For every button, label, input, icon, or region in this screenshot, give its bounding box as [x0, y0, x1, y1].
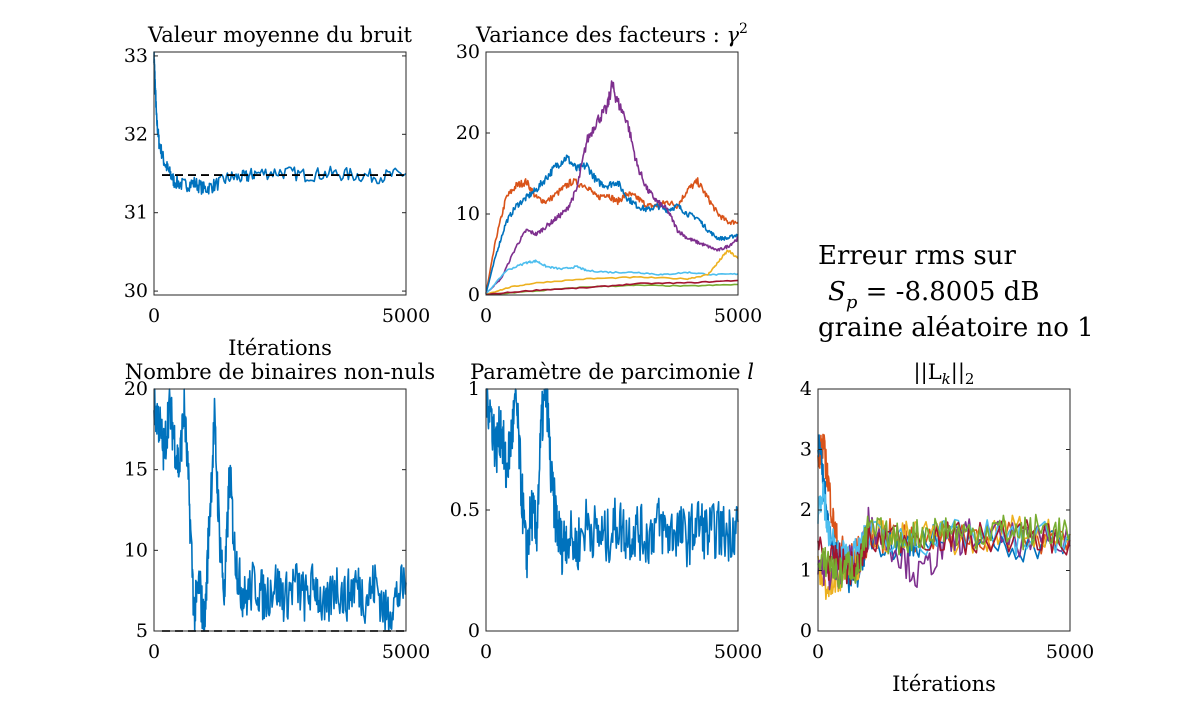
- chart-title: Paramètre de parcimonie l: [470, 360, 754, 384]
- title-text: Variance des facteurs :: [475, 23, 726, 47]
- title-part: ||: [951, 360, 965, 385]
- x-tick-label: 5000: [714, 641, 762, 663]
- y-tick-label: 3: [800, 439, 812, 461]
- series-line-blue: [485, 154, 739, 294]
- chart-title: ||Lk||2: [914, 360, 975, 388]
- title-symbol: l: [747, 360, 754, 384]
- x-tick-label: 5000: [1046, 641, 1094, 663]
- y-tick-label: 30: [124, 280, 148, 302]
- series-line-blue: [153, 388, 407, 632]
- plot-area: [818, 389, 1070, 631]
- series-line-yellow: [485, 249, 739, 296]
- title-sup: 2: [739, 21, 748, 37]
- plot-area: [486, 389, 738, 631]
- y-tick-label: 1: [800, 560, 812, 582]
- series-line-cyan: [485, 259, 739, 295]
- x-tick-label: 0: [480, 305, 492, 327]
- title-part: ||L: [914, 360, 942, 385]
- y-tick-label: 10: [456, 203, 480, 225]
- y-tick-label: 20: [456, 122, 480, 144]
- axes-frame: [485, 51, 739, 296]
- x-tick-label: 0: [148, 641, 160, 663]
- y-tick-label: 15: [124, 459, 148, 481]
- annotation-line2: Sp = -8.8005 dB: [828, 277, 1039, 313]
- sp-value: = -8.8005 dB: [857, 277, 1039, 307]
- series-line-blue: [485, 388, 739, 579]
- x-tick-label: 0: [480, 641, 492, 663]
- y-tick-label: 1: [468, 378, 480, 400]
- sp-subscript: p: [846, 292, 858, 313]
- title-sub: k: [942, 370, 951, 388]
- x-tick-label: 5000: [382, 305, 430, 327]
- annotation-line1: Erreur rms sur: [818, 241, 1016, 271]
- series-line-red: [485, 279, 739, 296]
- chart-title: Nombre de binaires non-nuls: [125, 360, 435, 384]
- y-tick-label: 30: [456, 41, 480, 63]
- x-tick-label: 0: [812, 641, 824, 663]
- y-tick-label: 5: [136, 620, 148, 642]
- x-tick-label: 5000: [382, 641, 430, 663]
- x-axis-label: Itérations: [892, 672, 996, 696]
- series-line-blue: [153, 51, 407, 195]
- chart-noise: 30 31 32 33 0 5000 Valeur moyenne du bruit Itér…: [124, 23, 430, 360]
- annotation-line3: graine aléatoire no 1: [818, 313, 1094, 343]
- chart-parcimonie: 0 0.5 1 0 5000 Paramètre de parcimonie l: [450, 360, 762, 663]
- y-tick-label: 0: [468, 620, 480, 642]
- title-text: Nombre de binaires non-nuls: [125, 360, 435, 384]
- y-tick-label: 32: [124, 123, 148, 145]
- series-line-green: [817, 513, 1071, 590]
- title-sub: 2: [965, 370, 975, 388]
- x-tick-label: 5000: [714, 305, 762, 327]
- series-line-orange: [817, 433, 1071, 566]
- axes-frame: [153, 388, 407, 632]
- y-tick-label: 33: [124, 45, 148, 67]
- title-symbol: γ: [726, 23, 739, 47]
- y-tick-label: 10: [124, 539, 148, 561]
- title-text: Valeur moyenne du bruit: [147, 23, 413, 47]
- y-tick-label: 0.5: [450, 499, 480, 521]
- y-tick-label: 4: [800, 378, 812, 400]
- series-line-orange: [485, 177, 739, 294]
- plot-area: [486, 52, 738, 295]
- series-line-purple: [485, 80, 739, 295]
- y-tick-label: 0: [468, 284, 480, 306]
- chart-title: Valeur moyenne du bruit: [147, 23, 413, 47]
- y-tick-label: 0: [800, 620, 812, 642]
- chart-variance: 0 10 20 30 0 5000 Variance des facteurs : γ2: [456, 21, 762, 327]
- axes-frame: [153, 51, 407, 296]
- chart-binaires: 5 10 15 20 0 5000 Nombre de binaires non-nuls: [124, 360, 435, 663]
- x-tick-label: 0: [148, 305, 160, 327]
- title-text: Paramètre de parcimonie: [470, 360, 747, 384]
- annotation-block: Erreur rms sur Sp = -8.8005 dB graine al…: [818, 241, 1094, 343]
- y-tick-label: 31: [124, 202, 148, 224]
- sp-symbol: S: [828, 277, 846, 307]
- chart-title: Variance des facteurs : γ2: [475, 21, 748, 47]
- x-axis-label: Itérations: [228, 336, 332, 360]
- y-tick-label: 20: [124, 378, 148, 400]
- y-tick-label: 2: [800, 499, 812, 521]
